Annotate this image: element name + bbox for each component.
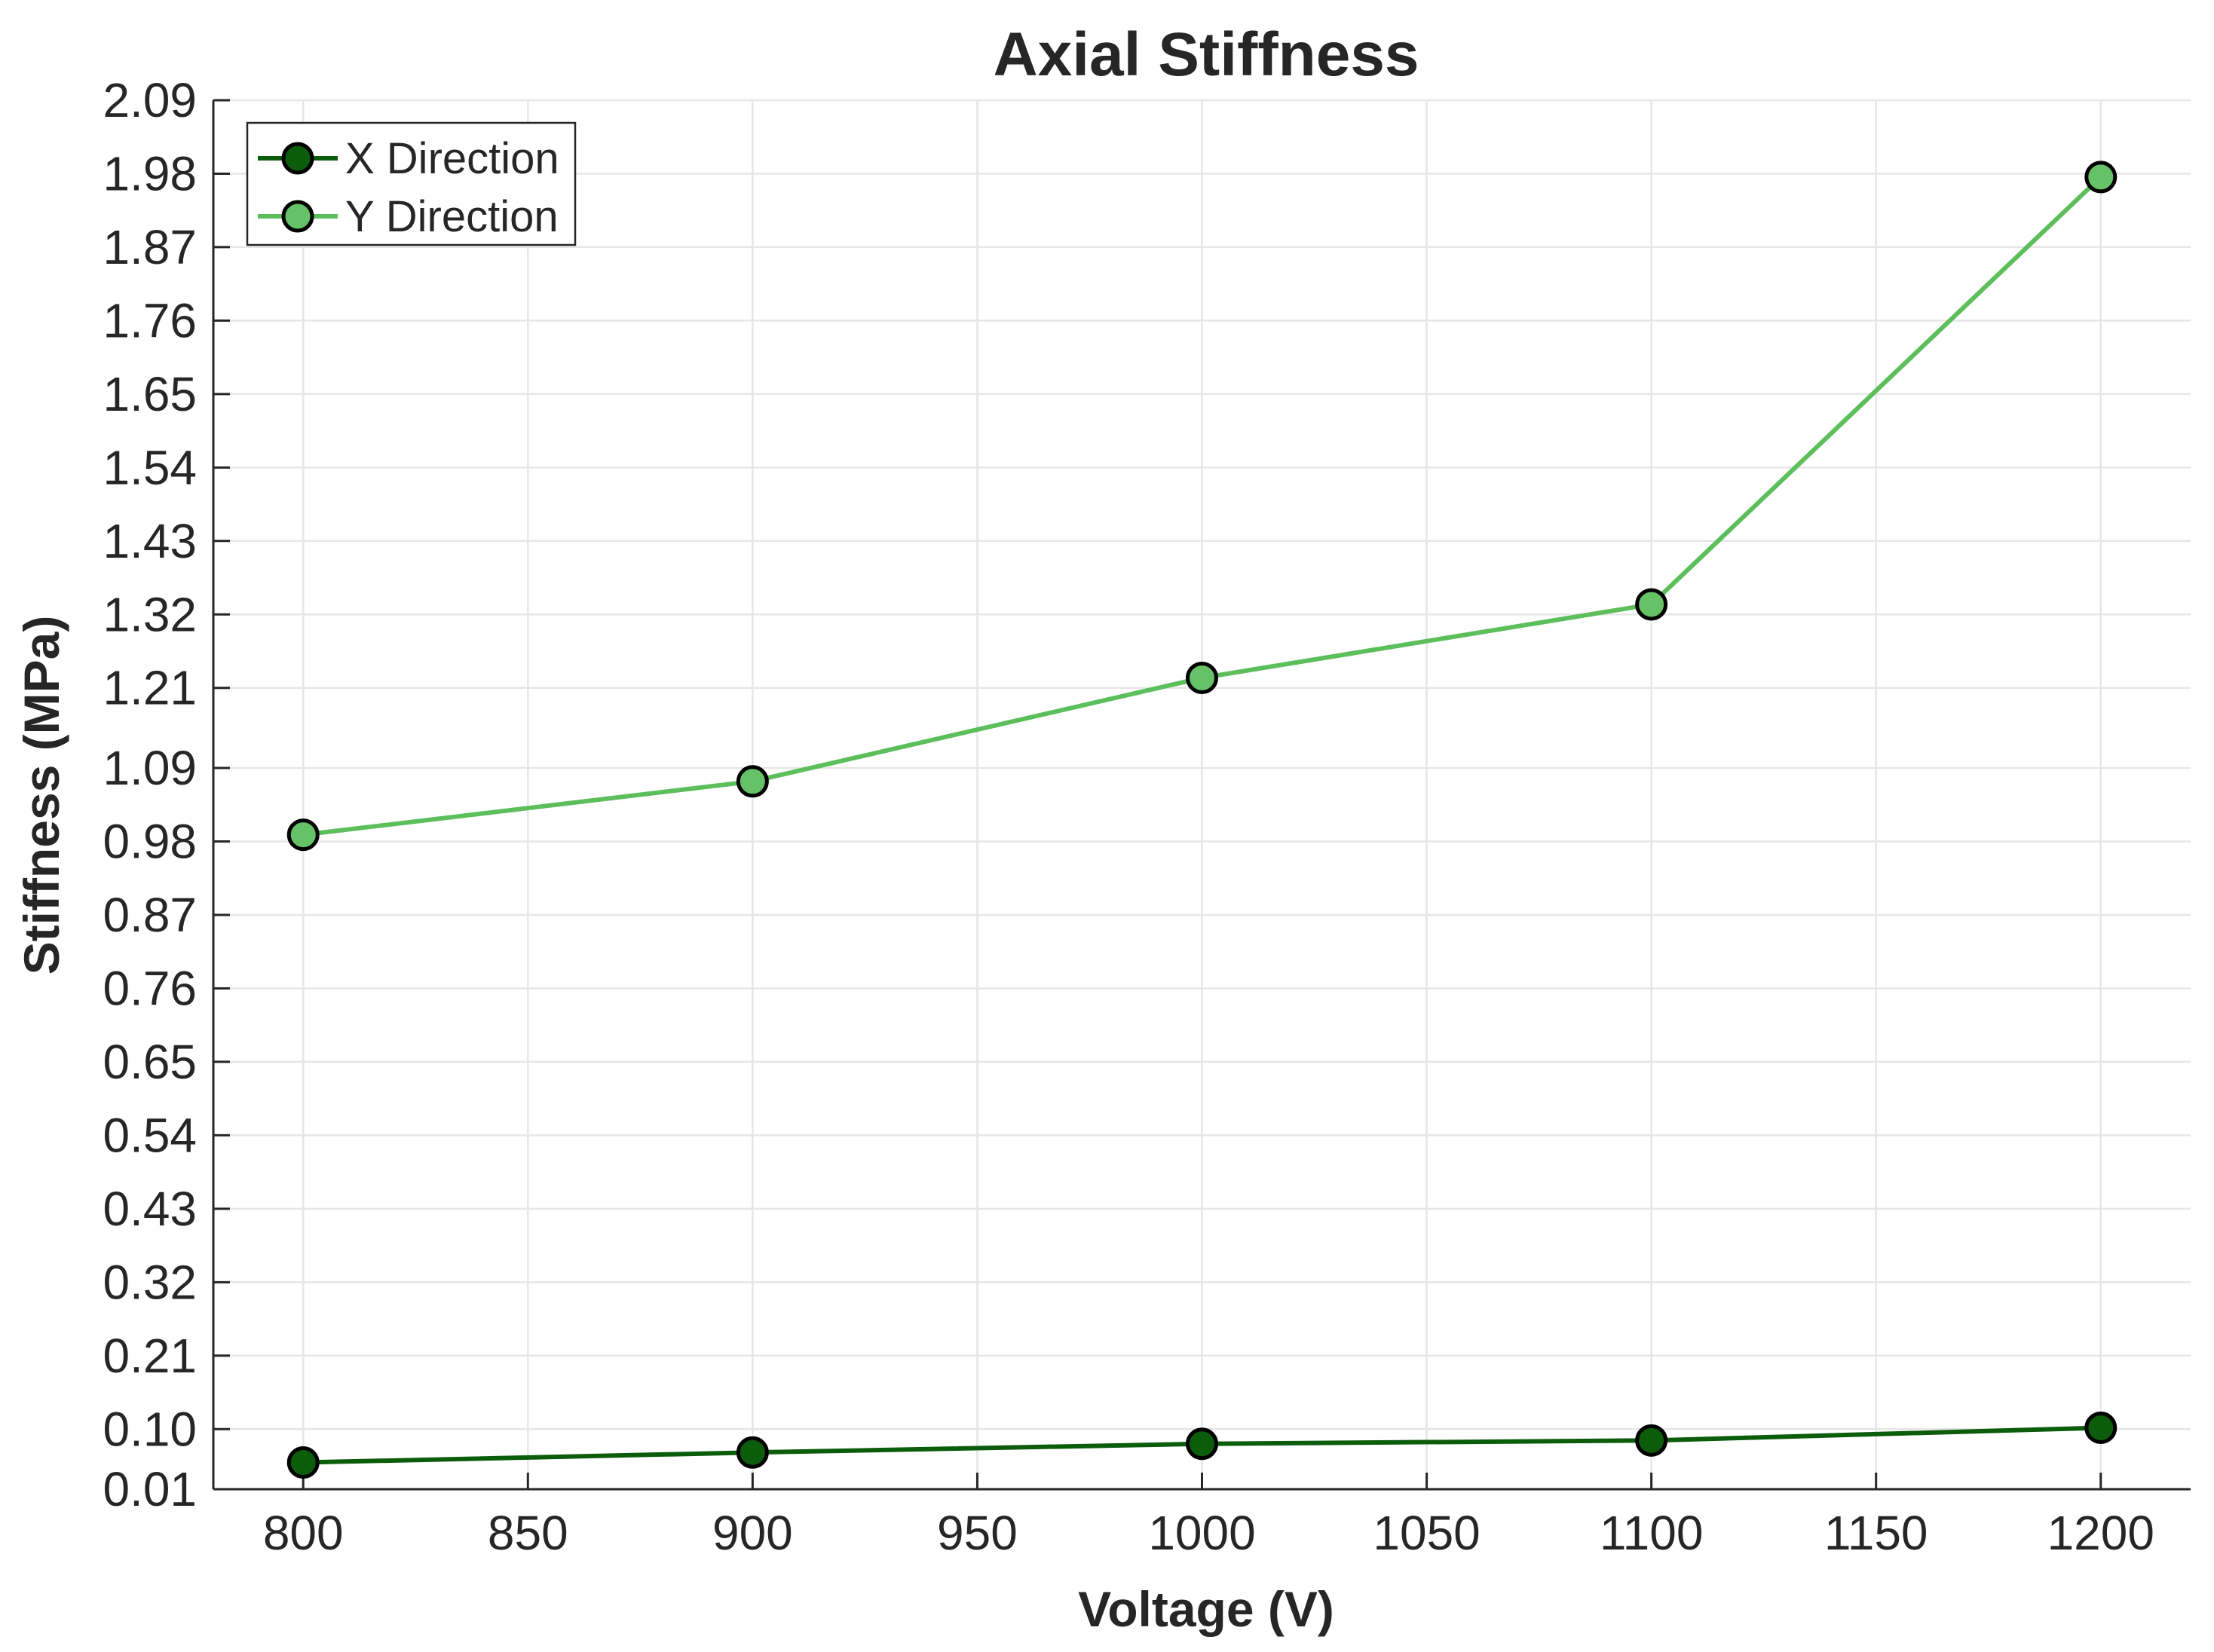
x-tick-label: 850 xyxy=(488,1506,568,1560)
x-tick-label: 1200 xyxy=(2047,1506,2154,1560)
legend-marker xyxy=(281,142,314,175)
data-point xyxy=(2084,161,2118,194)
y-axis-title: Stiffness (MPa) xyxy=(14,616,69,975)
y-tick-label: 0.98 xyxy=(103,815,197,869)
x-tick-label: 1100 xyxy=(1600,1506,1704,1560)
axes: 800 850 900 950 1000 1050 1100 1150 1200 0.01 0.10… xyxy=(103,73,2191,1560)
x-tick-label: 900 xyxy=(712,1506,793,1560)
y-tick-label: 1.32 xyxy=(103,587,197,641)
y-tick-label: 0.21 xyxy=(103,1329,197,1383)
x-tick-label: 950 xyxy=(937,1506,1018,1560)
y-tick-label: 0.10 xyxy=(103,1402,197,1456)
y-tick-label: 1.87 xyxy=(103,220,197,274)
y-tick-label: 1.98 xyxy=(103,146,197,200)
x-tick-label: 1000 xyxy=(1148,1506,1255,1560)
y-tick-label: 0.87 xyxy=(103,888,197,942)
series-1 xyxy=(286,161,2118,852)
y-tick-label: 0.43 xyxy=(103,1182,197,1236)
data-point xyxy=(286,1446,320,1479)
data-point xyxy=(736,765,769,798)
data-point xyxy=(1186,661,1218,694)
y-tick-label: 1.54 xyxy=(103,440,197,494)
y-tick-label: 0.54 xyxy=(103,1108,197,1162)
x-axis-title: Voltage (V) xyxy=(1078,1581,1334,1637)
x-tick-label: 1050 xyxy=(1373,1506,1480,1560)
legend-label: X Direction xyxy=(345,134,559,183)
data-point xyxy=(286,818,320,852)
y-tick-label: 1.65 xyxy=(103,367,197,421)
data-point xyxy=(2084,1411,2118,1444)
data-point xyxy=(1635,1424,1668,1457)
data-point xyxy=(1635,588,1668,621)
x-tick-label: 1150 xyxy=(1824,1506,1928,1560)
data-point xyxy=(736,1436,769,1469)
series-layer xyxy=(286,161,2118,1479)
y-tick-label: 1.09 xyxy=(103,741,197,795)
x-tick-label: 800 xyxy=(263,1506,344,1560)
series-0 xyxy=(286,1411,2118,1479)
y-tick-label: 0.76 xyxy=(103,961,197,1015)
legend-label: Y Direction xyxy=(345,192,559,241)
y-tick-label: 0.01 xyxy=(103,1462,197,1516)
chart-title: Axial Stiffness xyxy=(993,20,1419,89)
y-tick-label: 1.21 xyxy=(103,661,197,715)
y-tick-label: 2.09 xyxy=(103,73,197,127)
legend-marker xyxy=(281,200,314,233)
data-point xyxy=(1186,1427,1218,1461)
y-tick-label: 1.43 xyxy=(103,514,197,568)
y-tick-label: 0.65 xyxy=(103,1035,197,1089)
y-tick-label: 1.76 xyxy=(103,293,197,347)
legend: X Direction Y Direction xyxy=(246,121,577,246)
y-tick-label: 0.32 xyxy=(103,1255,197,1309)
